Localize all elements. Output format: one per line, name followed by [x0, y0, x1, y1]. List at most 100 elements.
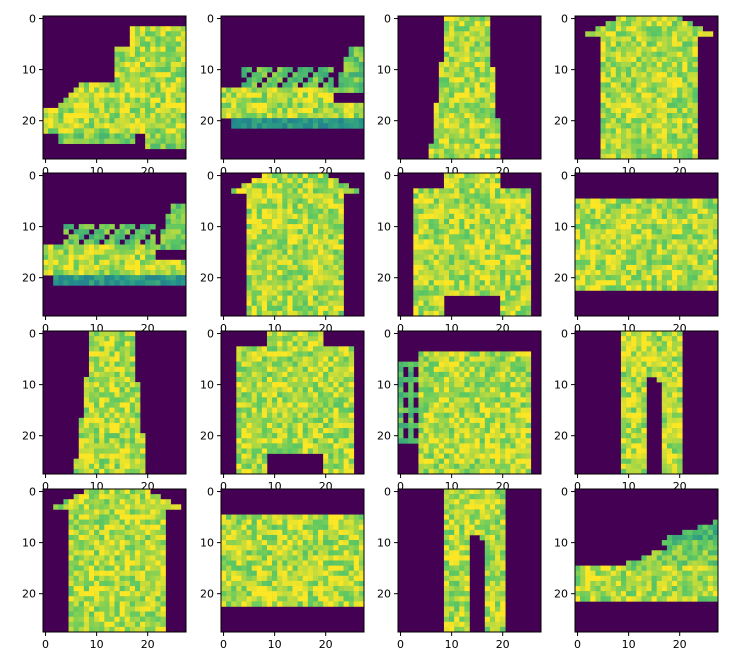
heatmap-cell — [651, 123, 658, 129]
heatmap-cell — [474, 77, 481, 83]
heatmap-cell — [114, 254, 120, 261]
heatmap-cell — [615, 72, 622, 78]
heatmap-cell — [236, 387, 242, 393]
heatmap-cell — [277, 331, 283, 337]
heatmap-cell — [707, 270, 714, 276]
heatmap-cell — [302, 92, 309, 99]
heatmap-cell — [251, 213, 258, 220]
heatmap-cell — [338, 113, 344, 119]
heatmap-cell — [236, 356, 242, 362]
heatmap-cell — [109, 270, 115, 276]
heatmap-cell — [505, 392, 511, 398]
heatmap-cell — [129, 392, 136, 398]
heatmap-cell — [464, 438, 470, 444]
heatmap-cell — [246, 208, 252, 215]
heatmap-cell — [636, 51, 642, 58]
heatmap-cell — [88, 244, 95, 250]
heatmap-cell — [454, 143, 460, 150]
heatmap-cell — [626, 249, 632, 256]
heatmap-cell — [610, 128, 617, 134]
heatmap-cell — [484, 433, 491, 439]
heatmap-cell — [312, 371, 319, 378]
heatmap-cell — [620, 203, 627, 210]
heatmap-cell — [423, 305, 429, 312]
heatmap-cell — [307, 438, 314, 444]
heatmap-cell — [328, 87, 334, 93]
heatmap-cell — [489, 198, 496, 204]
heatmap-cell — [484, 16, 491, 22]
heatmap-cell — [272, 72, 278, 78]
heatmap-cell — [672, 203, 678, 210]
heatmap-cell — [459, 428, 465, 434]
heatmap-cell — [175, 41, 182, 47]
heatmap-cell — [423, 208, 429, 215]
heatmap-cell — [48, 244, 54, 250]
heatmap-cell — [348, 453, 355, 459]
heatmap-cell — [292, 123, 298, 129]
heatmap-cell — [88, 264, 95, 271]
heatmap-cell — [666, 97, 673, 104]
heatmap-cell — [83, 92, 90, 99]
heatmap-cell — [505, 254, 511, 261]
heatmap-cell — [469, 61, 475, 68]
heatmap-cell — [134, 123, 141, 129]
heatmap-cell — [251, 305, 258, 312]
heatmap-cell — [661, 218, 668, 225]
heatmap-cell — [155, 275, 161, 281]
heatmap-cell — [302, 438, 309, 444]
heatmap-cell — [610, 51, 617, 58]
heatmap-cell — [449, 178, 455, 184]
heatmap-cell — [525, 417, 532, 424]
heatmap-cell — [236, 87, 242, 93]
heatmap-cell — [626, 67, 632, 73]
heatmap-cell — [119, 61, 126, 68]
heatmap-cell — [636, 203, 642, 210]
heatmap-cell — [134, 128, 141, 134]
heatmap-cell — [297, 295, 304, 301]
heatmap-cell — [682, 133, 688, 139]
heatmap-cell — [94, 366, 100, 373]
heatmap-cell — [307, 249, 314, 256]
heatmap-cell — [109, 376, 115, 383]
heatmap-cell — [464, 356, 470, 362]
heatmap-cell — [119, 412, 126, 419]
heatmap-cell — [83, 239, 90, 245]
heatmap-cell — [266, 402, 273, 408]
heatmap-cell — [272, 97, 278, 104]
heatmap-cell — [99, 376, 105, 383]
heatmap-cell — [302, 428, 309, 434]
heatmap-cell — [338, 412, 344, 419]
heatmap-cell — [500, 218, 506, 225]
heatmap-cell — [646, 51, 652, 58]
heatmap-cell — [256, 417, 263, 424]
heatmap-cell — [610, 270, 617, 276]
heatmap-cell — [292, 305, 298, 312]
heatmap-cell — [134, 428, 141, 434]
heatmap-cell — [272, 356, 278, 362]
heatmap-cell — [449, 280, 455, 286]
heatmap-cell — [443, 203, 450, 210]
heatmap-cell — [702, 264, 709, 271]
heatmap-cell — [505, 285, 511, 291]
heatmap-cell — [256, 224, 263, 230]
heatmap-cell — [418, 254, 424, 261]
heatmap-cell — [459, 153, 465, 160]
heatmap-cell — [73, 468, 80, 475]
heatmap-cell — [231, 118, 237, 124]
heatmap-cell — [656, 198, 663, 204]
heatmap-cell — [438, 402, 445, 408]
heatmap-cell — [129, 366, 136, 373]
heatmap-cell — [438, 433, 445, 439]
heatmap-cell — [277, 118, 283, 124]
heatmap-cell — [78, 82, 85, 88]
heatmap-cell — [672, 56, 678, 63]
heatmap-cell — [469, 123, 475, 129]
heatmap-cell — [241, 387, 247, 393]
heatmap-cell — [292, 310, 298, 317]
heatmap-cell — [469, 118, 475, 124]
heatmap-cell — [615, 244, 622, 250]
heatmap-cell — [626, 153, 632, 160]
heatmap-cell — [297, 234, 304, 240]
heatmap-cell — [495, 356, 501, 362]
heatmap-cell — [631, 113, 637, 119]
